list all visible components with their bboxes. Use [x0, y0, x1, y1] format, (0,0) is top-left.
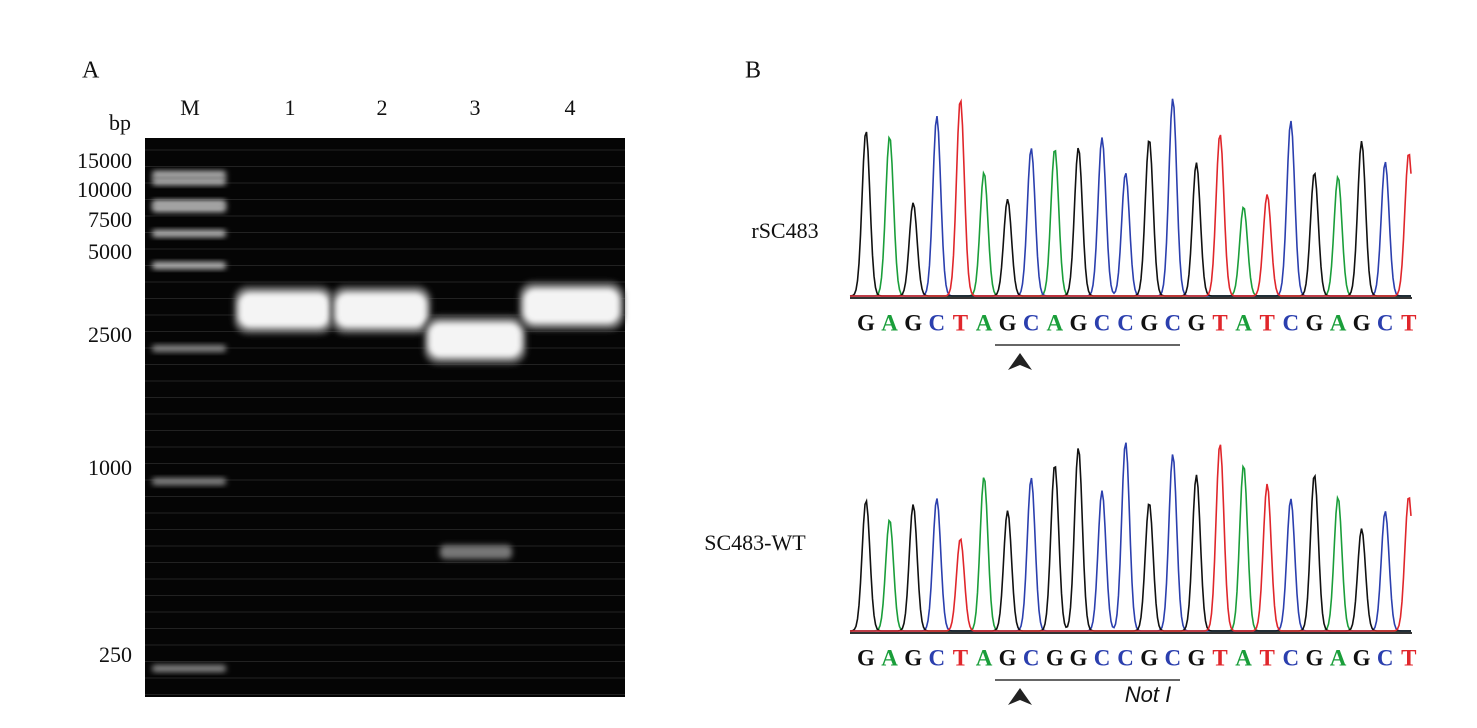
base-letter: C: [1164, 310, 1181, 335]
base-letter: C: [1023, 645, 1040, 670]
ladder-band: [152, 171, 226, 178]
lane-label: 2: [377, 95, 388, 120]
base-letter: C: [1282, 310, 1299, 335]
ladder-label: 2500: [88, 322, 132, 347]
band: [335, 292, 427, 328]
trace: [850, 98, 1411, 297]
gel-content: [145, 149, 625, 695]
base-letter: G: [999, 645, 1017, 670]
sample-label: SC483-WT: [704, 530, 806, 555]
base-letter: A: [1330, 645, 1347, 670]
base-letter: G: [1140, 310, 1158, 335]
site-label: Not I: [1125, 682, 1171, 707]
lane-label: 3: [470, 95, 481, 120]
base-letter: A: [881, 310, 898, 335]
base-letter: A: [976, 645, 993, 670]
cut-arrow: [1008, 353, 1032, 370]
base-letter: C: [928, 310, 945, 335]
base-letter: G: [1069, 645, 1087, 670]
ladder-band: [152, 345, 226, 352]
base-letter: G: [904, 310, 922, 335]
base-letter: G: [1140, 645, 1158, 670]
base-letter: T: [953, 310, 968, 335]
base-letter: G: [1069, 310, 1087, 335]
band: [523, 288, 620, 324]
trace: [850, 442, 1411, 632]
ladder-label: 1000: [88, 455, 132, 480]
ladder-band: [152, 178, 226, 185]
base-letter: G: [1046, 645, 1064, 670]
base-letter: T: [1401, 310, 1416, 335]
ladder-band: [152, 262, 226, 269]
ladder-band: [152, 665, 226, 672]
gel: [145, 138, 625, 697]
ladder-label: 5000: [88, 239, 132, 264]
base-letter: C: [1377, 645, 1394, 670]
base-letter: A: [1235, 645, 1252, 670]
trace: [850, 98, 1412, 297]
base-letter: G: [1187, 645, 1205, 670]
base-letter: G: [1305, 645, 1323, 670]
ladder-band: [152, 230, 226, 237]
base-letter: A: [1330, 310, 1347, 335]
cut-arrow: [1008, 688, 1032, 705]
ladder-label: 7500: [88, 207, 132, 232]
base-letter: C: [1094, 310, 1111, 335]
base-letter: A: [976, 310, 993, 335]
base-letter: C: [1023, 310, 1040, 335]
base-letter: C: [1094, 645, 1111, 670]
lane-label: 1: [285, 95, 296, 120]
base-letter: T: [1212, 310, 1227, 335]
ladder-label: 10000: [77, 177, 132, 202]
base-letter: G: [857, 645, 875, 670]
ladder-label: 15000: [77, 148, 132, 173]
panel-label: B: [745, 58, 761, 84]
band: [428, 322, 522, 358]
base-letter: G: [1187, 310, 1205, 335]
base-letter: A: [1235, 310, 1252, 335]
base-letter: T: [1260, 645, 1275, 670]
ladder-band: [152, 205, 226, 212]
ladder-label: 250: [99, 642, 132, 667]
base-letter: G: [857, 310, 875, 335]
base-letter: G: [904, 645, 922, 670]
base-letter: C: [1117, 310, 1134, 335]
base-letter: G: [1353, 645, 1371, 670]
base-letter: T: [1212, 645, 1227, 670]
band: [440, 545, 512, 559]
base-letter: C: [1117, 645, 1134, 670]
base-letter: C: [1282, 645, 1299, 670]
base-letter: T: [1260, 310, 1275, 335]
ladder-band: [152, 478, 226, 485]
unit-label: bp: [109, 110, 131, 135]
base-letter: G: [1353, 310, 1371, 335]
base-letter: C: [1164, 645, 1181, 670]
base-letter: T: [1401, 645, 1416, 670]
base-letter: G: [999, 310, 1017, 335]
base-letter: G: [1305, 310, 1323, 335]
base-letter: A: [881, 645, 898, 670]
lane-label: M: [180, 95, 200, 120]
panel-label: A: [82, 58, 100, 84]
lane-label: 4: [565, 95, 576, 120]
sample-label: rSC483: [751, 218, 818, 243]
base-letter: C: [928, 645, 945, 670]
band: [238, 292, 330, 328]
base-letter: T: [953, 645, 968, 670]
base-letter: C: [1377, 310, 1394, 335]
trace: [850, 444, 1412, 632]
base-letter: A: [1046, 310, 1063, 335]
